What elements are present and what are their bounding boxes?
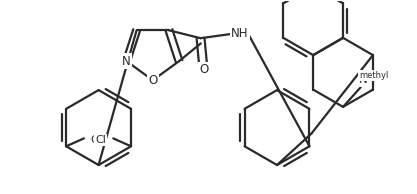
Text: methyl: methyl bbox=[359, 71, 388, 80]
Text: Cl: Cl bbox=[95, 135, 106, 145]
Text: O: O bbox=[148, 74, 158, 87]
Text: NH: NH bbox=[231, 27, 249, 40]
Text: N: N bbox=[122, 55, 131, 68]
Text: Cl: Cl bbox=[90, 135, 101, 145]
Text: O: O bbox=[199, 63, 208, 76]
Text: N: N bbox=[359, 73, 368, 86]
